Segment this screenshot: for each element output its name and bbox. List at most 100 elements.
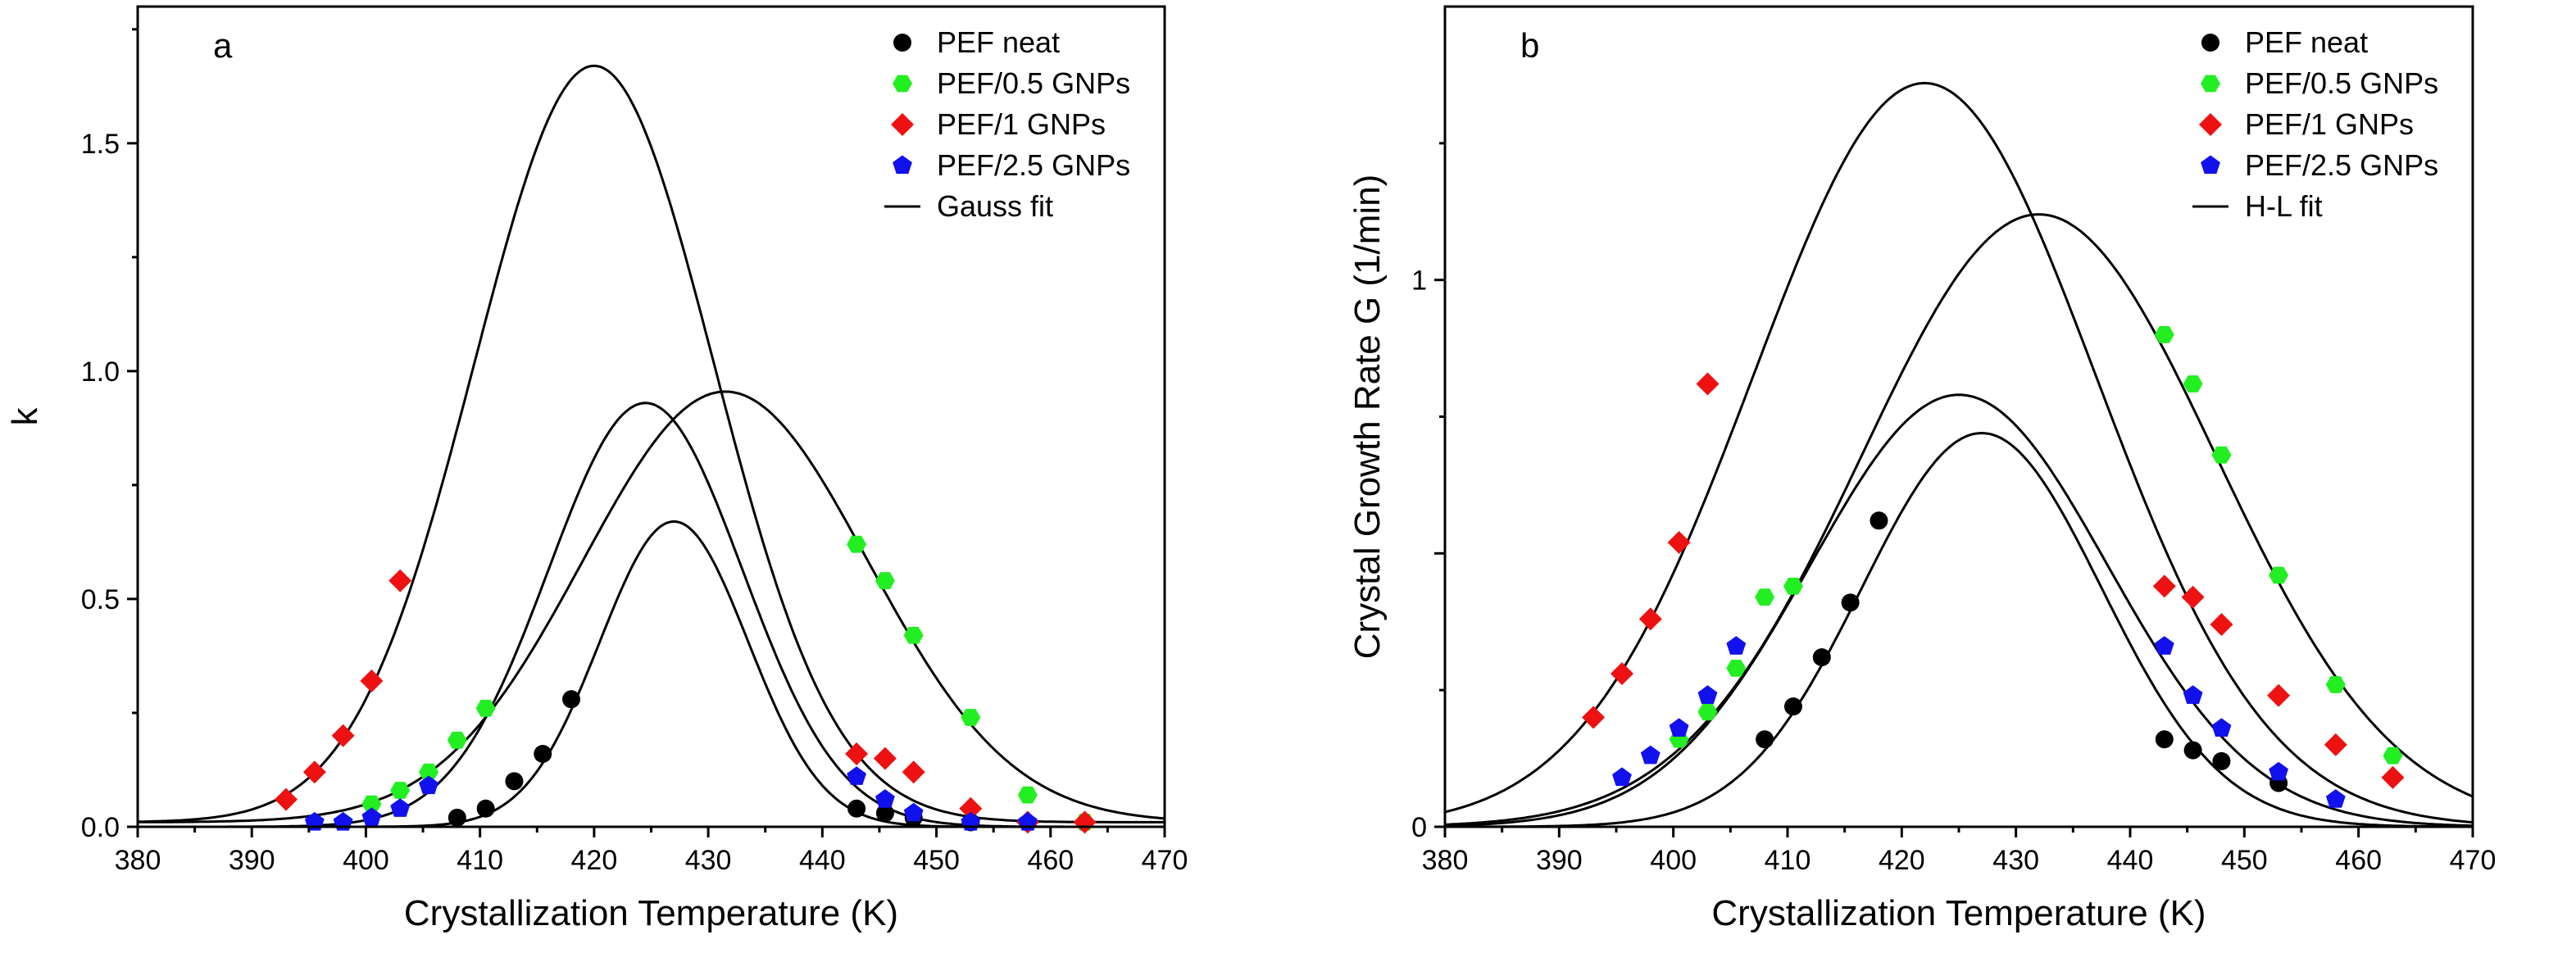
panel-a-point-diamond-3: [331, 724, 355, 747]
panel-b-point-hexagon-2: [1726, 660, 1747, 677]
panel-a-point-diamond-3: [902, 760, 925, 784]
panel-b-point-diamond-3: [2381, 765, 2405, 789]
panel-a-point-diamond-3: [1073, 810, 1097, 834]
panel-b-point-circle-1: [1812, 648, 1831, 667]
panel-a-x-tick-label: 440: [799, 845, 846, 876]
panel-b-point-hexagon-2: [2383, 746, 2403, 765]
panel-a-legend-label: PEF/2.5 GNPs: [937, 148, 1130, 182]
panel-b-y-tick-label: 1: [1411, 265, 1427, 297]
panel-b-x-tick-label: 410: [1765, 845, 1811, 876]
panel-a-point-circle-1: [847, 799, 866, 818]
panel-b-point-circle-1: [1756, 730, 1774, 749]
panel-a-x-tick-label: 390: [229, 845, 275, 876]
panel-b-point-diamond-3: [1638, 607, 1662, 631]
panel-b-point-diamond-3: [1696, 372, 1720, 396]
panel-b-point-pentagon-4: [2269, 761, 2288, 781]
panel-a-y-tick-label: 1.0: [81, 356, 120, 388]
panel-a-x-tick-label: 400: [343, 845, 389, 876]
panel-a-x-tick-label: 460: [1027, 845, 1074, 876]
panel-b-point-pentagon-4: [1697, 685, 1718, 704]
panel-b-point-circle-1: [2212, 751, 2231, 770]
panel-a-point-hexagon-2: [961, 709, 981, 726]
panel-a-x-tick-label: 380: [115, 845, 161, 876]
panel-a-legend-fit-label: Gauss fit: [937, 189, 1053, 223]
panel-a-point-pentagon-4: [361, 807, 382, 826]
panel-b-point-hexagon-2: [1697, 703, 1718, 721]
panel-b-point-hexagon-2: [1783, 578, 1803, 595]
panel-a-point-circle-1: [562, 690, 581, 709]
panel-a-y-axis-title: k: [5, 407, 45, 426]
panel-b-legend-marker-hexagon: [2201, 75, 2220, 93]
panel-b-point-hexagon-2: [1755, 588, 1775, 606]
panel-b-point-circle-1: [1783, 697, 1802, 716]
panel-a-point-diamond-3: [302, 760, 326, 784]
panel-a-chart: 380 390 400 410 420 430 440 450 460 470 0.0 0.5 1.0 1…: [5, 5, 1188, 933]
panel-a-point-diamond-3: [360, 669, 384, 692]
panel-b-legend-marker-diamond: [2199, 113, 2222, 136]
panel-b-point-hexagon-2: [2183, 375, 2203, 393]
panel-a-point-pentagon-4: [390, 798, 411, 817]
panel-b-point-diamond-3: [2267, 683, 2291, 707]
panel-b-x-tick-label: 440: [2107, 845, 2154, 876]
panel-b-legend-label: PEF/0.5 GNPs: [2245, 66, 2438, 100]
panel-b-point-circle-1: [2183, 741, 2202, 760]
panel-b-fit-curve-1: [1445, 431, 2473, 828]
panel-b-point-pentagon-4: [1669, 718, 1689, 737]
panel-b-point-pentagon-4: [2154, 636, 2174, 655]
panel-b-fit-curve-2: [1444, 213, 2474, 826]
panel-a-point-circle-1: [534, 745, 552, 764]
panel-a-legend-marker-hexagon: [893, 75, 912, 93]
panel-a-point-circle-1: [875, 804, 894, 823]
panel-a-point-hexagon-2: [390, 782, 411, 799]
panel-a-point-hexagon-2: [361, 795, 382, 813]
panel-b-point-hexagon-2: [2269, 566, 2289, 584]
panel-a-point-hexagon-2: [1017, 786, 1038, 804]
panel-a-point-diamond-3: [959, 796, 983, 820]
panel-b-point-pentagon-4: [2183, 685, 2203, 704]
panel-a-x-tick-label: 420: [571, 845, 618, 876]
panel-b-label: b: [1520, 26, 1539, 65]
panel-a-point-diamond-3: [873, 746, 897, 770]
panel-a-point-circle-1: [476, 799, 495, 818]
panel-a-y-tick-label: 1.5: [81, 129, 120, 160]
panel-b-y-tick-label: 0: [1411, 812, 1427, 843]
panel-b-point-diamond-3: [2181, 585, 2205, 609]
panel-a-legend-label: PEF/0.5 GNPs: [937, 66, 1130, 100]
panel-b-point-diamond-3: [1667, 531, 1691, 554]
panel-b-point-pentagon-4: [2325, 789, 2346, 808]
panel-b-point-diamond-3: [2152, 574, 2176, 598]
panel-a-x-axis-title: Crystallization Temperature (K): [404, 893, 898, 933]
panel-a-point-pentagon-4: [847, 766, 866, 785]
panel-b-point-pentagon-4: [1640, 745, 1661, 765]
panel-b-point-pentagon-4: [1726, 636, 1747, 655]
panel-a-point-diamond-3: [275, 787, 298, 811]
panel-b-legend-label: PEF/1 GNPs: [2245, 107, 2414, 141]
panel-a-legend-marker-diamond: [891, 113, 914, 136]
panel-b-x-tick-label: 430: [1992, 845, 2039, 876]
panel-b-chart: 380 390 400 410 420 430 440 450 460 470 0 1 Crystall…: [1347, 5, 2496, 933]
panel-a-point-hexagon-2: [475, 700, 496, 717]
panel-a-legend-marker-circle: [893, 34, 911, 52]
panel-a-y-tick-label: 0.5: [81, 584, 120, 615]
panel-b-fit-curve-3: [1444, 81, 2474, 824]
panel-a-point-hexagon-2: [903, 627, 924, 644]
panel-b-point-diamond-3: [1611, 662, 1633, 686]
panel-a-point-pentagon-4: [903, 802, 924, 822]
panel-b-legend-fit-label: H-L fit: [2245, 189, 2323, 223]
panel-b-legend-marker-circle: [2201, 34, 2219, 52]
panel-b-point-hexagon-2: [2154, 326, 2174, 343]
panel-a-x-tick-label: 470: [1142, 845, 1188, 876]
panel-a-point-hexagon-2: [847, 535, 867, 553]
panel-b-point-hexagon-2: [2325, 676, 2346, 693]
panel-a-point-pentagon-4: [875, 789, 895, 808]
panel-a-legend-label: PEF/1 GNPs: [937, 107, 1106, 141]
panel-b-point-circle-1: [1841, 593, 1860, 612]
panel-a-label: a: [213, 26, 233, 65]
panel-b-point-pentagon-4: [1612, 767, 1632, 787]
panel-a-point-diamond-3: [845, 742, 869, 765]
panel-a-point-pentagon-4: [419, 775, 438, 795]
panel-a-point-circle-1: [448, 808, 466, 827]
panel-b-x-axis-title: Crystallization Temperature (K): [1711, 893, 2206, 933]
panel-a-point-hexagon-2: [447, 731, 467, 749]
panel-a-x-tick-label: 450: [913, 845, 960, 876]
